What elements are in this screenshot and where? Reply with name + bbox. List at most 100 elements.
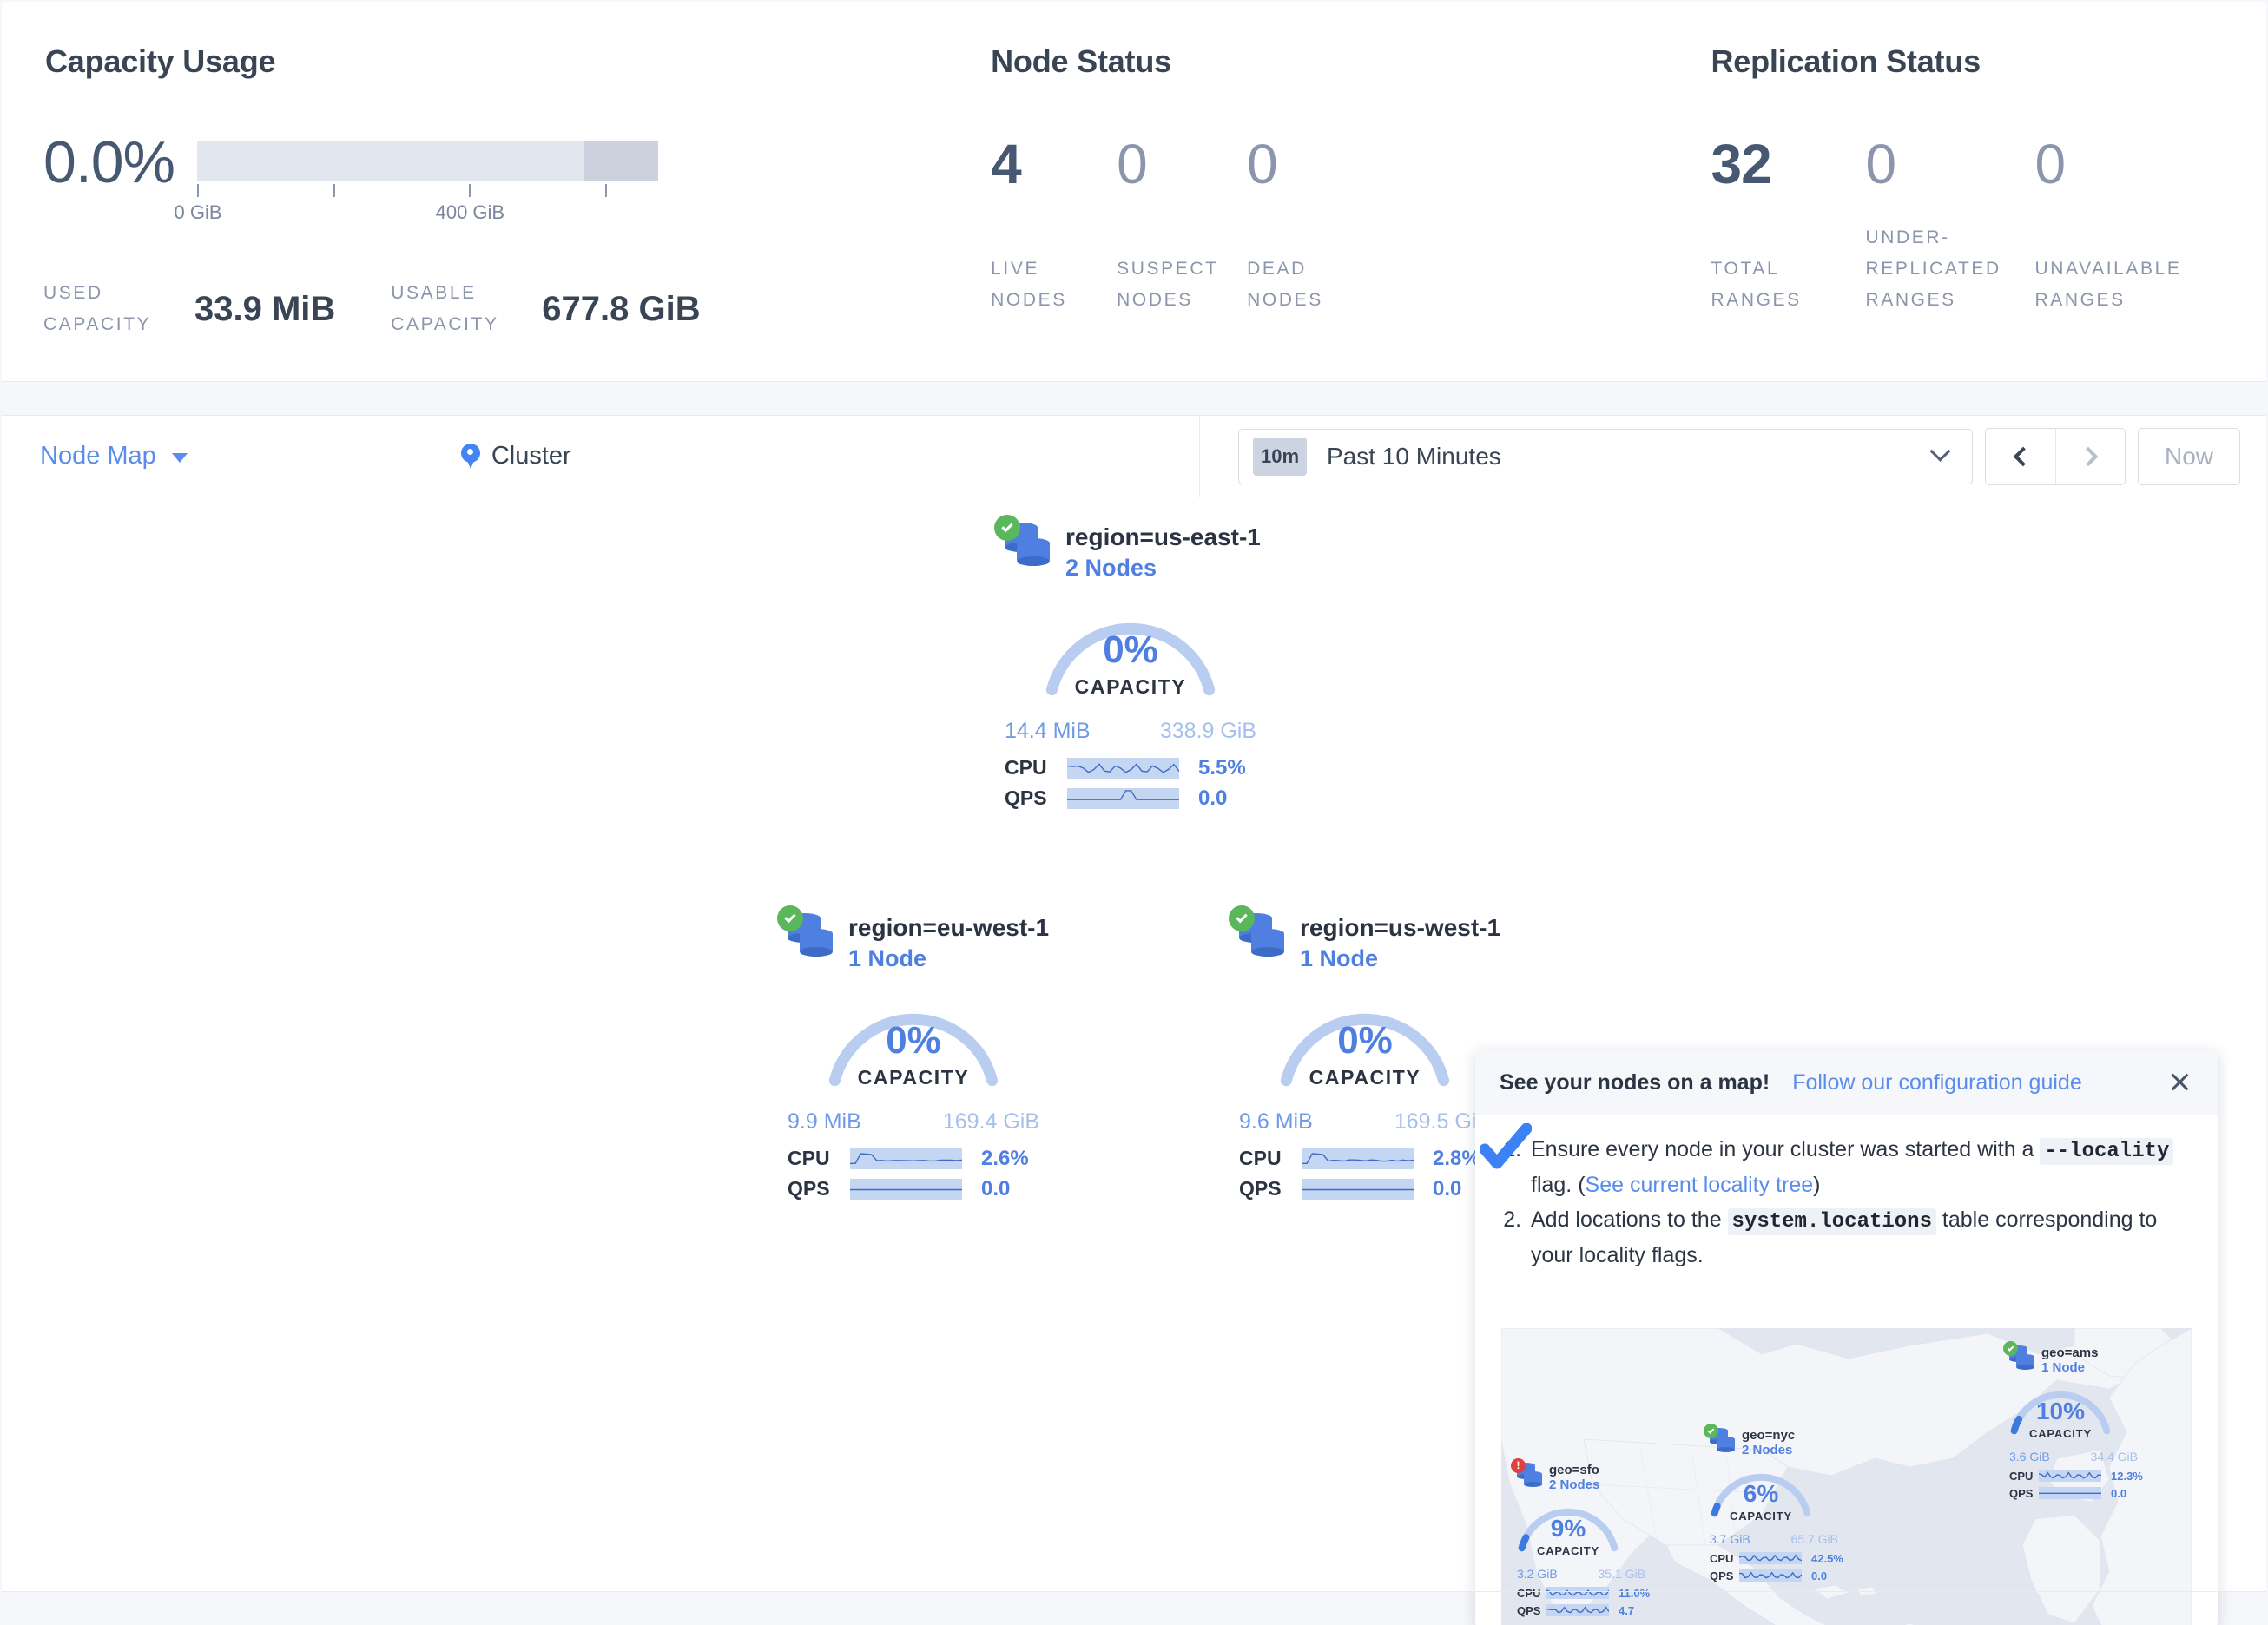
capacity-usage-card: Capacity Usage 0.0% 0 GiB 400 GiB USED CAP…	[2, 2, 991, 381]
map-node-capacity-total: 34.4 GiB	[2090, 1450, 2138, 1464]
status-warning-icon: !	[1511, 1458, 1526, 1473]
capacity-bar-reserved	[584, 141, 658, 181]
map-node-header: geo=nyc 2 Nodes	[1704, 1424, 1844, 1457]
popup-title: See your nodes on a map!	[1500, 1069, 1770, 1095]
node-metric-row: CPU 2.8%	[1239, 1143, 1491, 1174]
node-group-titles: region=eu-west-1 1 Node	[848, 912, 1049, 972]
status-metric-value: 4	[991, 133, 1022, 195]
node-group-count: 1 Node	[848, 945, 927, 971]
toolbar-right: 10m Past 10 Minutes Now	[1238, 427, 2240, 485]
chevron-down-icon	[171, 453, 188, 463]
capacity-axis-tick	[605, 184, 608, 197]
time-nav-group	[1985, 427, 2126, 485]
status-metric-value: 32	[1711, 133, 1771, 195]
node-map-config-popup: See your nodes on a map! Follow our conf…	[1475, 1050, 2218, 1625]
map-node-metric-row: QPS 0.0	[1710, 1567, 1844, 1584]
now-button[interactable]: Now	[2138, 427, 2240, 485]
sparkline	[1302, 1152, 1414, 1164]
node-status-card: Node Status 4 LIVE NODES 0 SUSPECT NODES 0 DEAD…	[991, 2, 1711, 381]
time-next-button[interactable]	[2055, 428, 2125, 484]
node-capacity-total: 169.5 GiB	[1394, 1109, 1491, 1134]
map-node-name: geo=sfo	[1549, 1463, 1599, 1477]
map-node-metric-row: QPS 0.0	[2009, 1484, 2144, 1502]
node-group-header: region=us-east-1 2 Nodes	[994, 515, 1261, 582]
database-stack-icon: !	[1511, 1458, 1543, 1490]
popup-config-guide-link[interactable]: Follow our configuration guide	[1792, 1069, 2082, 1095]
node-status-metrics: 4 LIVE NODES 0 SUSPECT NODES 0 DEAD NODES	[991, 133, 1377, 310]
close-icon[interactable]	[2166, 1068, 2195, 1097]
node-capacity-values: 9.6 MiB 169.5 GiB	[1239, 1109, 1491, 1135]
status-metric: 4 LIVE NODES	[991, 133, 1117, 310]
node-metric-sparkline	[1067, 787, 1179, 809]
map-node-capacity-used: 3.7 GiB	[1710, 1532, 1750, 1546]
status-metric-label: DEAD NODES	[1247, 259, 1323, 310]
node-metric-value: 0.0	[981, 1176, 1011, 1201]
capacity-gauge-arc	[828, 1013, 999, 1087]
node-metric-rows: CPU 2.6% QPS 0.0	[788, 1143, 1039, 1204]
breadcrumb[interactable]: Cluster	[460, 442, 571, 470]
node-group-titles: region=us-west-1 1 Node	[1300, 912, 1500, 972]
breadcrumb-label: Cluster	[491, 442, 571, 470]
node-capacity-total: 338.9 GiB	[1159, 719, 1256, 743]
map-node-capacity-caption: CAPACITY	[1730, 1510, 1792, 1523]
map-node-titles: geo=sfo 2 Nodes	[1549, 1463, 1599, 1492]
map-node-metric-value: 0.0	[1811, 1569, 1828, 1582]
status-metric: 0 DEAD NODES	[1247, 136, 1377, 310]
time-prev-button[interactable]	[1986, 428, 2055, 484]
map-node-metric-row: CPU 12.3%	[2009, 1467, 2144, 1484]
page-footer-divider	[2, 1591, 2266, 1592]
node-metric-label: CPU	[788, 1147, 830, 1169]
node-metric-row: CPU 2.6%	[788, 1143, 1039, 1174]
database-stack-icon	[777, 905, 836, 963]
time-range-label: Past 10 Minutes	[1327, 442, 1501, 470]
capacity-gauge-arc	[1280, 1013, 1450, 1087]
map-node-capacity-used: 3.6 GiB	[2009, 1450, 2050, 1464]
map-node-metric-sparkline	[1546, 1587, 1609, 1599]
map-node-metric-row: CPU 11.0%	[1517, 1584, 1652, 1602]
map-node-metric-rows: CPU 42.5% QPS 0.0	[1710, 1549, 1844, 1584]
popup-header: See your nodes on a map! Follow our conf…	[1475, 1050, 2218, 1115]
map-node-metric-sparkline	[1546, 1604, 1609, 1616]
status-metric-label: UNDER- REPLICATED RANGES	[1865, 227, 2001, 310]
node-capacity-percent: 0%	[1337, 1019, 1393, 1062]
map-node-metric-label: QPS	[1710, 1569, 1734, 1582]
node-locality-group[interactable]: region=us-west-1 1 Node 0% CAPACITY 9.6 MiB 1…	[1229, 905, 1500, 1204]
node-capacity-gauge: 0% CAPACITY	[827, 991, 1000, 1106]
map-node-capacity-gauge: 6% CAPACITY	[1710, 1463, 1812, 1530]
node-capacity-values: 14.4 MiB 338.9 GiB	[1005, 719, 1256, 744]
code-snippet: --locality	[2040, 1138, 2174, 1165]
popup-step: Add locations to the system.locations ta…	[1527, 1203, 2192, 1272]
view-selector-node-map[interactable]: Node Map	[40, 442, 188, 470]
node-map-canvas: region=us-east-1 2 Nodes 0% CAPACITY 14.4 Mi…	[2, 497, 2266, 1625]
map-node-metric-label: CPU	[1517, 1586, 1541, 1600]
capacity-axis-ticks	[197, 184, 658, 200]
replication-status-metrics: 32 TOTAL RANGES 0 UNDER- REPLICATED RANGES 0 UNA…	[1711, 133, 2208, 310]
capacity-stat: USED CAPACITY 33.9 MiB	[43, 278, 335, 340]
capacity-stat: USABLE CAPACITY 677.8 GiB	[391, 278, 700, 340]
node-locality-group[interactable]: region=eu-west-1 1 Node 0% CAPACITY 9.9 MiB 1…	[777, 905, 1049, 1204]
map-node-metric-row: QPS 4.7	[1517, 1602, 1652, 1619]
locality-tree-link[interactable]: See current locality tree	[1585, 1173, 1814, 1197]
node-metric-sparkline	[1302, 1148, 1414, 1169]
status-healthy-icon	[994, 515, 1020, 541]
node-metric-label: CPU	[1239, 1147, 1282, 1169]
summary-bar: Capacity Usage 0.0% 0 GiB 400 GiB USED CAP…	[2, 2, 2266, 382]
capacity-bar	[197, 141, 658, 181]
code-snippet: system.locations	[1727, 1208, 1936, 1235]
sparkline	[2039, 1471, 2101, 1479]
map-node-name: geo=nyc	[1742, 1428, 1796, 1443]
status-healthy-icon	[1704, 1424, 1718, 1438]
node-capacity-caption: CAPACITY	[1309, 1066, 1421, 1089]
map-node-metric-rows: CPU 12.3% QPS 0.0	[2009, 1467, 2144, 1502]
node-metric-value: 2.8%	[1433, 1146, 1480, 1170]
world-map-preview: ! geo=sfo 2 Nodes 9% CAPACITY 3.2 GiB 35.1 GiB…	[1501, 1328, 2192, 1625]
node-locality-group[interactable]: region=us-east-1 2 Nodes 0% CAPACITY 14.4 Mi…	[994, 515, 1261, 813]
map-pin-icon	[460, 443, 480, 470]
status-healthy-icon	[777, 905, 803, 931]
chevron-down-icon	[1929, 440, 1951, 462]
time-range-select[interactable]: 10m Past 10 Minutes	[1238, 428, 1973, 484]
sparkline	[1067, 762, 1179, 773]
capacity-axis-tick	[197, 184, 199, 197]
map-node-metric-label: QPS	[2009, 1486, 2034, 1500]
